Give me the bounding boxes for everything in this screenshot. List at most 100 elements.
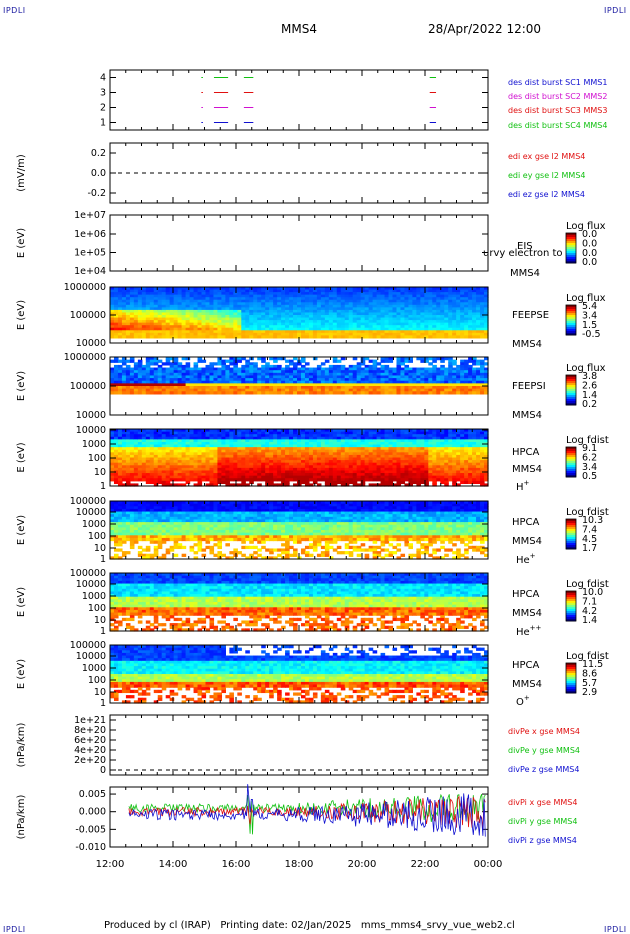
- spectrogram-cell: [440, 289, 445, 293]
- spectrogram-cell: [201, 312, 207, 316]
- spectrogram-cell: [376, 372, 382, 377]
- spectrogram-cell: [261, 315, 266, 319]
- spectrogram-cell: [229, 320, 234, 324]
- spectrogram-cell: [205, 367, 211, 371]
- spectrogram-cell: [245, 322, 250, 326]
- spectrogram-cell: [400, 315, 406, 319]
- spectrogram-cell: [300, 322, 306, 326]
- spectrogram-cell: [476, 307, 481, 311]
- spectrogram-cell: [420, 332, 425, 336]
- spectrogram-cell: [197, 386, 203, 390]
- spectrogram-cell: [145, 457, 151, 461]
- spectrogram-cell: [400, 287, 406, 291]
- spectrogram-cell: [444, 322, 449, 326]
- spectrogram-cell: [125, 380, 131, 384]
- spectrogram-cell: [261, 375, 266, 379]
- spectrogram-cell: [161, 302, 167, 306]
- spectrogram-cell: [277, 444, 282, 448]
- spectrogram-cell: [456, 289, 461, 293]
- spectrogram-cell: [352, 375, 358, 379]
- spectrogram-cell: [404, 327, 410, 331]
- spectrogram-cell: [432, 294, 437, 298]
- spectrogram-cell: [344, 380, 350, 384]
- spectrogram-cell: [372, 460, 378, 464]
- spectrogram-cell: [452, 370, 457, 374]
- spectrogram-cell: [297, 475, 302, 479]
- spectrogram-cell: [133, 375, 139, 379]
- spectrogram-cell: [161, 317, 167, 321]
- spectrogram-cell: [336, 299, 342, 303]
- spectrogram-cell: [444, 380, 449, 384]
- spectrogram-cell: [480, 320, 485, 324]
- spectrogram-cell: [145, 429, 151, 433]
- spectrogram-cell: [225, 292, 230, 296]
- spectrogram-cell: [181, 462, 187, 466]
- spectrogram-cell: [145, 434, 151, 438]
- spectrogram-cell: [472, 317, 477, 321]
- spectrogram-cell: [340, 370, 346, 374]
- spectrogram-cell: [225, 335, 230, 339]
- spectrogram-cell: [209, 287, 215, 291]
- spectrogram-cell: [245, 312, 250, 316]
- spectrogram-cell: [173, 391, 179, 395]
- spectrogram-cell: [253, 304, 258, 308]
- spectrogram-cell: [285, 287, 290, 291]
- spectrogram-cell: [293, 375, 298, 379]
- spectrogram-cell: [352, 462, 358, 466]
- spectrogram-cell: [480, 383, 485, 387]
- spectrogram-cell: [169, 322, 175, 326]
- spectrogram-cell: [185, 431, 191, 435]
- spectrogram-cell: [205, 478, 211, 482]
- spectrogram-cell: [201, 309, 207, 314]
- spectrogram-cell: [300, 332, 306, 336]
- spectrogram-cell: [201, 473, 207, 477]
- spectrogram-cell: [432, 320, 437, 324]
- spectrogram-cell: [237, 327, 242, 331]
- spectrogram-cell: [360, 304, 366, 308]
- spectrogram-cell: [237, 452, 242, 456]
- spectrogram-cell: [173, 327, 179, 331]
- spectrogram-cell: [153, 434, 159, 438]
- spectrogram-cell: [269, 391, 274, 395]
- spectrogram-cell: [245, 332, 250, 336]
- spectrogram-cell: [245, 431, 250, 435]
- spectrogram-cell: [293, 439, 298, 443]
- spectrogram-cell: [332, 444, 338, 448]
- spectrogram-cell: [229, 439, 234, 443]
- y-tick-label: 1: [100, 118, 106, 129]
- spectrogram-cell: [213, 372, 219, 377]
- spectrogram-cell: [153, 327, 159, 331]
- spectrogram-cell: [440, 302, 445, 306]
- spectrogram-cell: [225, 462, 230, 466]
- spectrogram-cell: [177, 470, 183, 474]
- spectrogram-cell: [428, 372, 433, 377]
- spectrogram-cell: [376, 462, 382, 466]
- spectrogram-cell: [129, 460, 135, 464]
- spectrogram-cell: [173, 375, 179, 379]
- spectrogram-cell: [253, 460, 258, 464]
- spectrogram-cell: [320, 370, 326, 374]
- spectrogram-cell: [436, 335, 441, 339]
- spectrogram-cell: [121, 388, 127, 392]
- spectrogram-cell: [217, 454, 223, 459]
- spectrogram-cell: [229, 470, 234, 474]
- spectrogram-cell: [336, 478, 342, 482]
- spectrogram-cell: [165, 317, 171, 321]
- spectrogram-cell: [364, 297, 370, 301]
- spectrogram-cell: [237, 359, 242, 363]
- spectrogram-cell: [384, 364, 390, 369]
- spectrogram-cell: [245, 304, 250, 308]
- spectrogram-cell: [165, 327, 171, 331]
- spectrogram-cell: [165, 454, 171, 459]
- spectrogram-cell: [368, 454, 374, 459]
- spectrogram-cell: [225, 439, 230, 443]
- spectrogram-cell: [145, 315, 151, 319]
- spectrogram-cell: [440, 335, 445, 339]
- spectrogram-cell: [110, 439, 115, 443]
- spectrogram-cell: [388, 447, 394, 451]
- spectrogram-cell: [344, 452, 350, 456]
- spectrogram-cell: [312, 380, 318, 384]
- spectrogram-cell: [125, 367, 131, 371]
- spectrogram-cell: [113, 320, 119, 324]
- spectrogram-cell: [348, 317, 354, 321]
